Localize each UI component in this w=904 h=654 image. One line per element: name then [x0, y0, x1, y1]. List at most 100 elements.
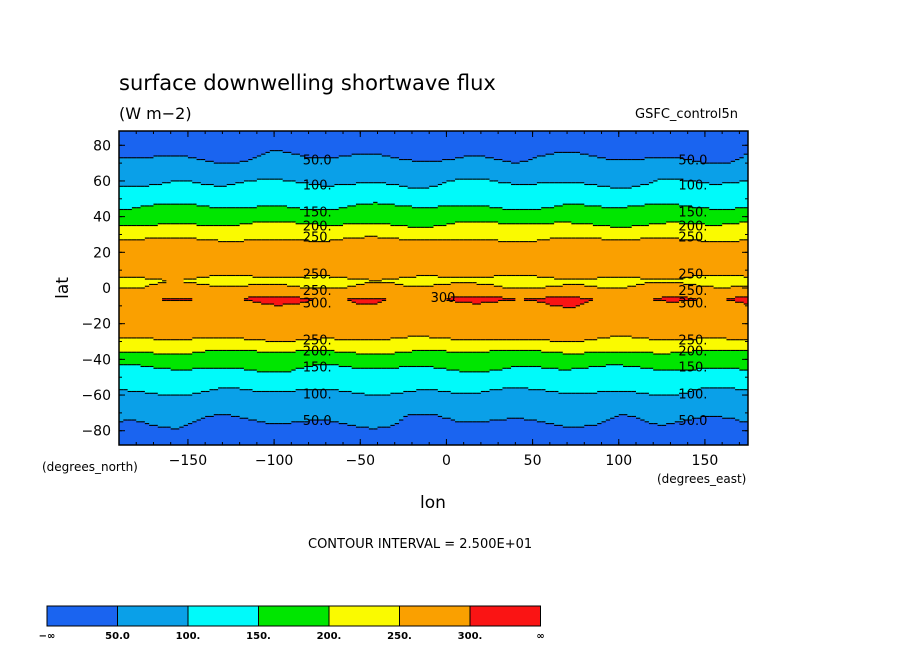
color-cell [183, 425, 357, 428]
color-cell [558, 368, 572, 371]
color-cell [739, 368, 748, 371]
contour-label: 300. [303, 296, 332, 311]
color-cell [187, 423, 348, 426]
color-cell [399, 420, 456, 423]
color-cell [119, 345, 748, 348]
color-cell [679, 393, 748, 396]
color-cell [252, 221, 297, 225]
color-cell [446, 368, 504, 371]
color-cell [347, 298, 387, 302]
color-cell [119, 197, 748, 200]
color-cell [416, 389, 439, 393]
color-cell [119, 348, 748, 352]
color-cell [549, 304, 581, 307]
color-cell [355, 352, 396, 355]
color-cell [338, 155, 392, 159]
color-cell [162, 182, 202, 186]
color-cell [144, 391, 202, 394]
color-cell [648, 421, 676, 425]
color-cell [119, 184, 150, 187]
color-cell [308, 420, 331, 423]
color-cell [119, 138, 748, 141]
color-cell [394, 352, 564, 355]
color-cell [648, 182, 710, 186]
color-cell [119, 375, 748, 378]
color-cell [170, 368, 193, 371]
color-cell [192, 393, 366, 396]
color-cell [119, 275, 211, 278]
color-cell [119, 329, 748, 332]
color-cell [119, 286, 146, 289]
color-cell [536, 300, 590, 303]
color-cell [119, 305, 564, 309]
color-cell [571, 368, 654, 371]
contour-label: 250. [303, 284, 332, 299]
color-cell [119, 232, 748, 236]
color-cell [455, 179, 491, 182]
color-cell [119, 412, 748, 416]
color-cell [119, 312, 748, 316]
color-cell [170, 180, 193, 184]
color-cell [640, 418, 693, 421]
color-cell [536, 275, 693, 278]
color-cell [640, 366, 748, 369]
color-cell [373, 202, 379, 205]
color-cell [399, 238, 551, 241]
color-cell [119, 230, 748, 234]
color-cell [739, 221, 748, 225]
color-cell [334, 337, 392, 341]
color-cell [119, 159, 206, 162]
color-cell [377, 427, 748, 430]
color-cell [119, 207, 133, 211]
color-cell [295, 339, 551, 343]
color-cell [545, 421, 603, 425]
color-cell [700, 161, 732, 164]
color-cell [119, 395, 748, 398]
colorbar-label: −∞ [39, 631, 56, 642]
color-cell [119, 164, 748, 168]
color-cell [528, 159, 693, 162]
color-cell [446, 223, 594, 227]
color-cell [584, 425, 748, 428]
color-cell [489, 370, 748, 373]
color-cell [696, 180, 740, 184]
color-cell [592, 223, 650, 227]
color-cell [119, 132, 748, 136]
color-cell [119, 214, 748, 218]
color-cell [407, 414, 439, 418]
color-cell [119, 173, 748, 177]
color-cell [119, 291, 748, 294]
color-cell [226, 184, 323, 187]
color-cell [252, 300, 310, 303]
color-cell [149, 284, 211, 287]
color-cell [403, 416, 443, 419]
color-cell [735, 387, 748, 391]
color-cell [119, 366, 155, 369]
color-cell [696, 298, 728, 302]
color-cell [601, 205, 628, 209]
color-cell [119, 148, 748, 152]
color-cell [541, 350, 693, 353]
color-cell [691, 350, 748, 353]
color-cell [304, 366, 353, 369]
colorbar-swatch [399, 605, 471, 627]
color-cell [644, 204, 680, 207]
color-cell [351, 154, 383, 157]
color-cell [700, 387, 736, 391]
color-cell [640, 238, 680, 241]
color-cell [437, 205, 491, 209]
color-cell [653, 298, 697, 302]
color-cell [119, 139, 748, 143]
color-cell [119, 416, 206, 419]
color-cell [308, 239, 331, 243]
color-cell [192, 352, 357, 355]
color-cell [119, 382, 748, 385]
color-cell [119, 354, 748, 357]
color-cell [493, 275, 538, 278]
color-cell [308, 182, 357, 186]
contour-interval-text: CONTOUR INTERVAL = 2.500E+01 [308, 537, 532, 552]
color-cell [213, 184, 228, 187]
dataset-label: GSFC_control5n [635, 107, 738, 122]
contour-label: 150. [678, 205, 707, 220]
color-cell [119, 346, 748, 350]
